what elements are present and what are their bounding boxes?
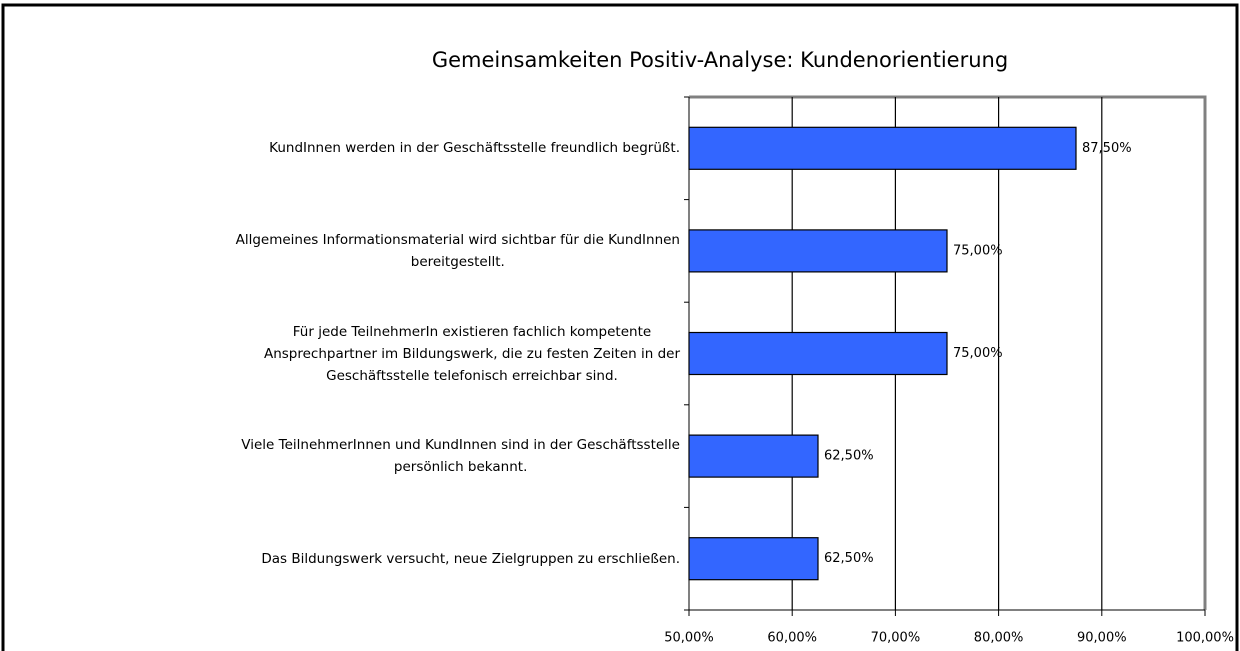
- category-label: Für jede TeilnehmerIn existieren fachlic…: [263, 323, 680, 384]
- x-tick-label: 90,00%: [1077, 631, 1127, 646]
- x-tick-label: 60,00%: [767, 631, 817, 646]
- value-label: 62,50%: [824, 551, 874, 566]
- value-label: 75,00%: [953, 243, 1003, 258]
- plot-frame: [689, 95, 1207, 610]
- x-tick-label: 100,00%: [1176, 631, 1234, 646]
- category-label: Das Bildungswerk versucht, neue Zielgrup…: [261, 550, 680, 567]
- category-label: Allgemeines Informationsmaterial wird si…: [235, 231, 680, 270]
- chart-title: Gemeinsamkeiten Positiv-Analyse: Kundeno…: [432, 48, 1008, 72]
- bar: [688, 434, 819, 478]
- value-label: 62,50%: [824, 449, 874, 464]
- category-label: KundInnen werden in der Geschäftsstelle …: [269, 140, 680, 157]
- bar: [688, 229, 948, 273]
- category-label: Viele TeilnehmerInnen und KundInnen sind…: [241, 437, 680, 476]
- outer-frame: [1, 3, 1239, 651]
- bar: [688, 126, 1077, 170]
- x-tick-label: 70,00%: [871, 631, 921, 646]
- x-tick-label: 50,00%: [664, 631, 714, 646]
- value-label: 75,00%: [953, 346, 1003, 361]
- bar: [688, 537, 819, 581]
- bar: [688, 331, 948, 376]
- x-tick-label: 80,00%: [974, 631, 1024, 646]
- value-label: 87,50%: [1082, 141, 1132, 156]
